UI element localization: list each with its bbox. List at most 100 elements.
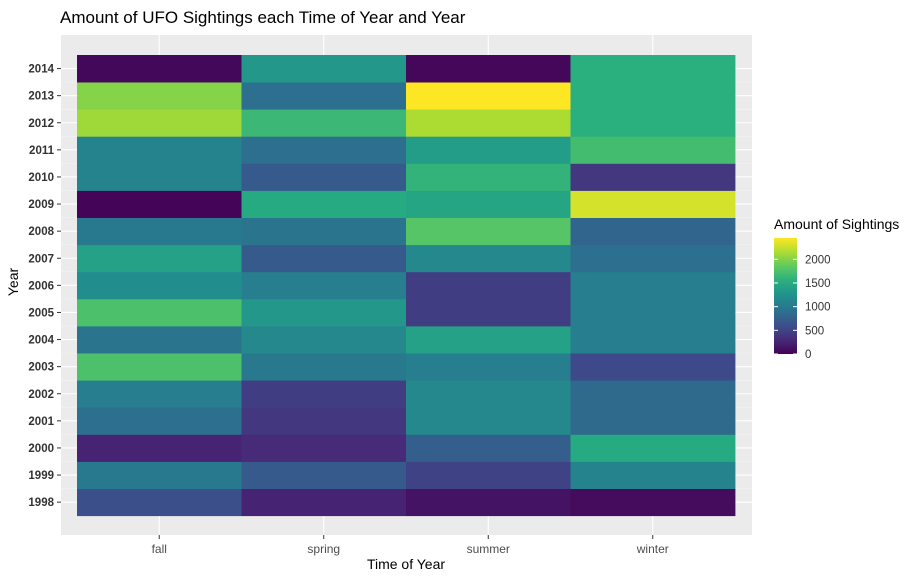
heatmap-cell-winter-1999: [570, 461, 736, 489]
y-tick-label-2011: 2011: [29, 145, 55, 157]
heatmap-cell-winter-2002: [570, 380, 736, 408]
heatmap-cell-summer-2004: [406, 326, 571, 354]
heatmap-cell-winter-2001: [570, 407, 736, 435]
y-tick-label-2007: 2007: [28, 253, 54, 265]
y-tick-label-2008: 2008: [28, 226, 54, 238]
y-tick-label-2006: 2006: [28, 280, 54, 292]
heatmap-cell-fall-1998: [77, 488, 242, 517]
legend-label-1000: 1000: [805, 302, 831, 314]
heatmap-cell-fall-2004: [77, 326, 242, 354]
heatmap-cell-spring-2000: [241, 434, 407, 462]
legend-label-500: 500: [805, 325, 824, 337]
heatmap-cell-spring-2007: [241, 244, 407, 273]
heatmap-cell-fall-2001: [77, 407, 242, 435]
legend-colorbar: [774, 238, 797, 354]
heatmap-cell-spring-2012: [241, 109, 407, 137]
heatmap-cell-summer-2002: [406, 380, 571, 408]
y-tick-label-2000: 2000: [28, 443, 54, 455]
heatmap-cell-spring-2010: [241, 163, 407, 191]
heatmap-cell-summer-1999: [406, 461, 571, 489]
heatmap-cell-summer-2008: [406, 217, 571, 246]
heatmap-cell-fall-1999: [77, 461, 242, 489]
heatmap-cell-fall-2009: [77, 190, 242, 218]
heatmap-cell-winter-2009: [570, 190, 736, 218]
heatmap-cell-summer-2013: [406, 82, 571, 110]
y-tick-label-1998: 1998: [28, 497, 54, 509]
heatmap-cell-summer-2000: [406, 434, 571, 462]
heatmap-cell-summer-2011: [406, 136, 571, 164]
y-tick-label-2012: 2012: [28, 118, 54, 130]
heatmap-cell-fall-2013: [77, 82, 242, 110]
color-legend: Amount of Sightings 0 500 1000 1500 2000: [774, 216, 899, 361]
x-axis: fall spring summer winter: [152, 535, 669, 556]
heatmap-cell-spring-2011: [241, 136, 407, 164]
heatmap-cell-summer-2003: [406, 353, 571, 381]
heatmap-cell-spring-2004: [241, 326, 407, 354]
heatmap-cell-winter-2014: [570, 55, 736, 83]
y-tick-label-2002: 2002: [28, 389, 54, 401]
heatmap-cell-summer-2001: [406, 407, 571, 435]
x-tick-label-spring: spring: [307, 542, 340, 556]
heatmap-cell-fall-2008: [77, 217, 242, 246]
heatmap-cell-winter-2004: [570, 326, 736, 354]
y-tick-label-2014: 2014: [28, 64, 54, 76]
x-tick-label-summer: summer: [467, 542, 510, 556]
legend-label-1500: 1500: [805, 278, 831, 290]
heatmap-cell-summer-2014: [406, 55, 571, 83]
legend-label-2000: 2000: [805, 254, 831, 266]
heatmap-cell-spring-1998: [241, 488, 407, 517]
legend-title: Amount of Sightings: [774, 216, 899, 232]
chart-title: Amount of UFO Sightings each Time of Yea…: [60, 8, 466, 27]
heatmap-cell-winter-2011: [570, 136, 736, 164]
y-axis-label: Year: [5, 268, 21, 297]
heatmap-cell-spring-2001: [241, 407, 407, 435]
heatmap-cell-fall-2011: [77, 136, 242, 164]
heatmap-cell-fall-2002: [77, 380, 242, 408]
heatmap-cell-winter-2010: [570, 163, 736, 191]
legend-label-0: 0: [805, 349, 811, 361]
heatmap-cell-summer-2010: [406, 163, 571, 191]
heatmap-cell-fall-2005: [77, 298, 242, 327]
heatmap-cell-spring-1999: [241, 461, 407, 489]
heatmap-cell-summer-2009: [406, 190, 571, 218]
y-tick-label-2010: 2010: [28, 172, 54, 184]
x-tick-label-fall: fall: [152, 542, 167, 556]
heatmap-cell-summer-2012: [406, 109, 571, 137]
y-tick-label-1999: 1999: [28, 470, 54, 482]
x-axis-label: Time of Year: [367, 556, 445, 572]
heatmap-cell-spring-2014: [241, 55, 407, 83]
y-axis: 1998 1999 2000 2001 2002 2003 2004 2005 2006 2007…: [28, 64, 61, 509]
heatmap-cell-winter-2006: [570, 271, 736, 300]
heatmap-cell-summer-2005: [406, 298, 571, 327]
heatmap-cell-fall-2010: [77, 163, 242, 191]
heatmap-cell-winter-1998: [570, 488, 736, 517]
heatmap-cell-winter-2012: [570, 109, 736, 137]
heatmap-cells: [77, 55, 736, 517]
heatmap-cell-spring-2002: [241, 380, 407, 408]
heatmap-cell-fall-2003: [77, 353, 242, 381]
heatmap-cell-winter-2008: [570, 217, 736, 246]
heatmap-cell-winter-2000: [570, 434, 736, 462]
y-tick-label-2009: 2009: [28, 199, 54, 211]
heatmap-cell-spring-2003: [241, 353, 407, 381]
heatmap-cell-summer-2006: [406, 271, 571, 300]
heatmap-cell-fall-2006: [77, 271, 242, 300]
heatmap-cell-fall-2000: [77, 434, 242, 462]
heatmap-cell-fall-2014: [77, 55, 242, 83]
heatmap-cell-winter-2003: [570, 353, 736, 381]
y-tick-label-2004: 2004: [28, 335, 54, 347]
x-tick-label-winter: winter: [636, 542, 669, 556]
heatmap-cell-winter-2007: [570, 244, 736, 273]
heatmap-cell-summer-1998: [406, 488, 571, 517]
heatmap-cell-spring-2008: [241, 217, 407, 246]
heatmap-cell-spring-2013: [241, 82, 407, 110]
heatmap-cell-spring-2009: [241, 190, 407, 218]
heatmap-cell-winter-2005: [570, 298, 736, 327]
heatmap-cell-summer-2007: [406, 244, 571, 273]
heatmap-cell-fall-2012: [77, 109, 242, 137]
y-tick-label-2003: 2003: [28, 362, 54, 374]
heatmap-cell-winter-2013: [570, 82, 736, 110]
heatmap-cell-fall-2007: [77, 244, 242, 273]
y-tick-label-2001: 2001: [28, 416, 54, 428]
heatmap-cell-spring-2006: [241, 271, 407, 300]
